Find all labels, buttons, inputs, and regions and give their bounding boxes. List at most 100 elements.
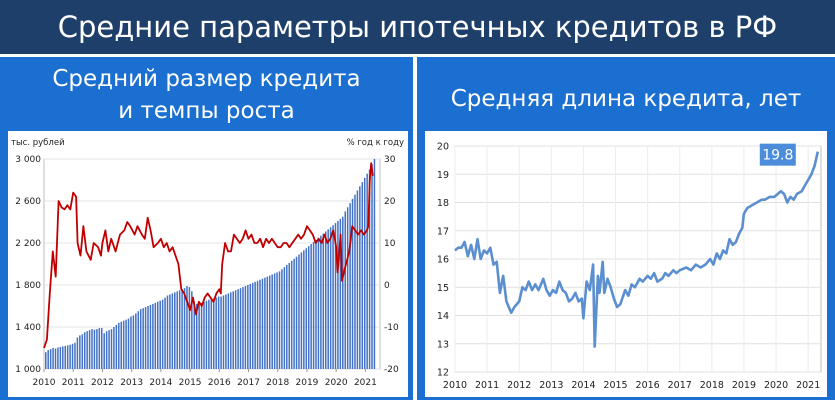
bar <box>91 329 93 369</box>
bar <box>203 301 205 369</box>
bar <box>57 347 59 369</box>
y-tick-label: 16 <box>437 255 449 266</box>
bar <box>288 262 290 369</box>
bar <box>366 173 368 369</box>
bar <box>217 296 220 369</box>
x-tick-label: 2016 <box>636 380 660 391</box>
right-panel-title: Средняя длина кредита, лет <box>450 86 802 112</box>
bar <box>342 216 344 369</box>
y-tick-label: 2 600 <box>15 197 41 207</box>
bar <box>159 300 161 369</box>
bar <box>166 295 169 369</box>
bar <box>103 333 105 369</box>
bar <box>254 281 256 369</box>
y-tick-label: 19 <box>437 170 449 181</box>
bar <box>118 322 120 369</box>
bar <box>169 294 171 369</box>
bar <box>251 282 254 369</box>
bar <box>307 246 310 369</box>
bar <box>220 296 222 369</box>
y-tick-label: 1 400 <box>15 323 41 333</box>
y-tick-label: 1 000 <box>15 365 41 375</box>
bar <box>281 269 283 369</box>
bar <box>120 321 122 369</box>
bar <box>215 297 217 369</box>
bar <box>144 307 147 369</box>
y2-tick-label: 10 <box>384 239 396 249</box>
x-tick-label: 2018 <box>700 380 724 391</box>
bar <box>81 334 84 369</box>
left-title-line2: и темпы роста <box>118 98 295 124</box>
x-tick-label: 2017 <box>668 380 692 391</box>
y-tick-label: 2 200 <box>15 239 41 249</box>
bar <box>96 329 98 369</box>
bar <box>266 276 269 369</box>
bar <box>361 182 364 369</box>
loan-term-chart-svg: 12 13 14 15 16 17 18 19 20 2010 2011 2012 2013 2014 20… <box>437 142 822 391</box>
bar <box>283 267 286 369</box>
x-tick-label: 2021 <box>796 380 820 391</box>
bar <box>113 327 115 369</box>
bar <box>164 297 166 369</box>
bar <box>269 275 271 369</box>
bar <box>125 319 127 369</box>
bar <box>278 271 281 369</box>
y-tick-label: 20 <box>437 142 449 153</box>
bar <box>71 343 74 369</box>
bar <box>339 218 342 369</box>
bar <box>300 252 303 369</box>
loan-term-chart: 12 13 14 15 16 17 18 19 20 2010 2011 2012 2013 2014 20… <box>425 131 827 397</box>
bar <box>259 279 261 369</box>
bar <box>132 315 135 369</box>
bar <box>142 308 144 369</box>
bar <box>293 258 295 369</box>
y-axis-label: тыс. рублей <box>11 138 65 148</box>
bar <box>329 227 332 369</box>
y2-axis-label: % год к году <box>347 138 404 148</box>
x-tick-label: 2015 <box>179 378 202 388</box>
bar <box>59 346 62 369</box>
bar <box>249 283 252 369</box>
bar <box>230 292 232 369</box>
bar <box>101 328 103 369</box>
x-tick-label: 2017 <box>237 378 260 388</box>
bar <box>108 330 110 369</box>
bar <box>174 292 176 369</box>
bar <box>62 346 64 369</box>
x-tick-label: 2012 <box>91 378 114 388</box>
bar <box>363 177 366 369</box>
bar <box>234 290 237 369</box>
bar <box>200 302 203 369</box>
bar <box>213 298 215 369</box>
bar <box>264 277 266 369</box>
bar <box>354 194 356 369</box>
x-tick-label: 2021 <box>354 378 377 388</box>
loan-size-chart: 1 000 1 400 1 800 2 200 2 600 3 000 -20 -10 0 10 2… <box>8 131 408 397</box>
x-tick-label: 2014 <box>149 378 172 388</box>
bar <box>135 313 137 369</box>
bar <box>193 301 196 369</box>
bar <box>368 169 371 369</box>
bar <box>295 256 298 369</box>
bar <box>171 293 174 369</box>
bar <box>183 288 186 369</box>
bar <box>222 295 225 369</box>
x-tick-label: 2016 <box>208 378 231 388</box>
bar <box>271 274 273 369</box>
bar <box>349 203 351 369</box>
y-tick-label: 13 <box>437 339 449 350</box>
bar <box>225 294 227 369</box>
y-tick-label: 15 <box>437 283 449 294</box>
bar <box>290 260 293 369</box>
bar <box>130 316 132 369</box>
left-title-line1: Средний размер кредита <box>52 66 361 92</box>
loan-size-chart-svg: 1 000 1 400 1 800 2 200 2 600 3 000 -20 -10 0 10 2… <box>11 138 404 388</box>
bar <box>139 309 142 369</box>
bar <box>232 291 234 369</box>
y2-tick-label: -10 <box>384 323 399 333</box>
left-panel-title: Средний размер кредита и темпы роста <box>0 63 413 127</box>
bar <box>66 345 69 369</box>
bar <box>195 303 198 369</box>
growth-rate-line <box>43 162 374 349</box>
bar <box>276 272 278 369</box>
